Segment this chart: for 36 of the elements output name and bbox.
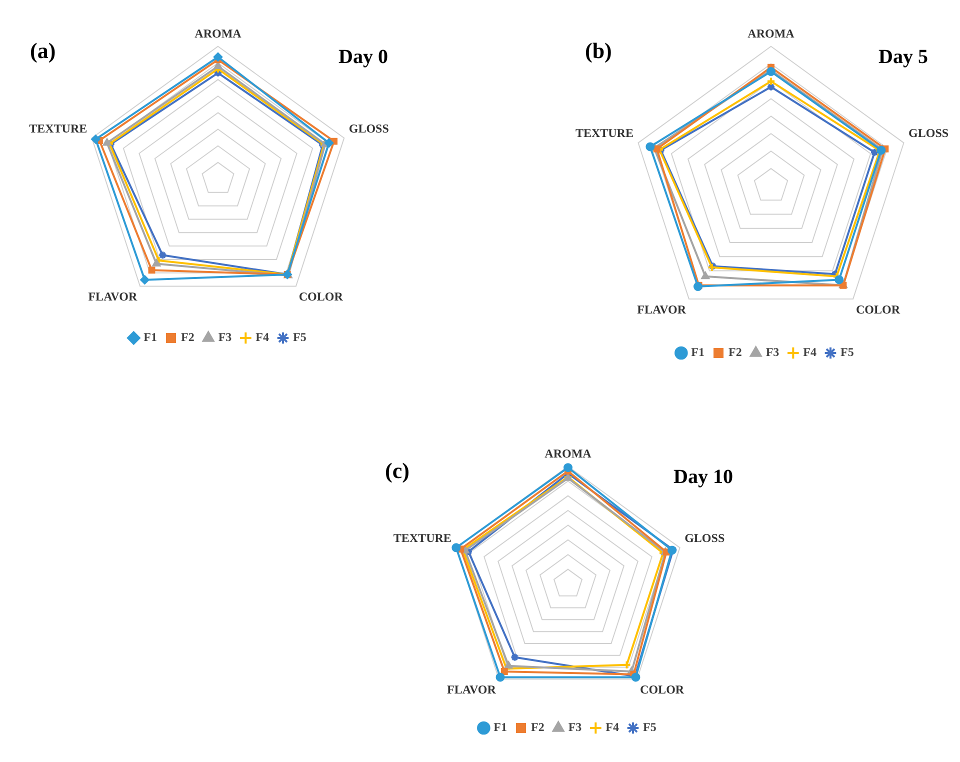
text: (b) — [585, 38, 612, 64]
spoke-label: COLOR — [298, 290, 344, 304]
legend-label: F5 — [642, 720, 656, 734]
spoke-label: GLOSS — [348, 121, 390, 136]
legend-label: F1 — [494, 720, 508, 734]
text: Day 0 — [338, 46, 388, 69]
legend-label: F4 — [803, 345, 817, 360]
spoke-label: FLAVOR — [88, 290, 138, 304]
spoke-label: GLOSS — [908, 126, 949, 140]
legend-label: F3 — [218, 330, 232, 344]
legend-label: F2 — [728, 345, 742, 360]
legend-label: F1 — [144, 330, 158, 344]
legend-label: F2 — [181, 330, 194, 344]
legend-label: F1 — [691, 345, 705, 360]
spoke-label: COLOR — [640, 682, 684, 696]
spoke-label: FLAVOR — [447, 682, 496, 696]
legend-label: F4 — [606, 720, 620, 734]
spoke-label: AROMA — [194, 26, 242, 40]
spoke-label: AROMA — [748, 26, 795, 40]
legend-label: F5 — [292, 330, 306, 344]
text: Day 10 — [674, 466, 733, 489]
spoke-label: FLAVOR — [637, 302, 686, 316]
spoke-label: TEXTURE — [393, 531, 452, 546]
legend-label: F3 — [568, 720, 582, 734]
spoke-label: TEXTURE — [575, 126, 634, 140]
legend-label: F3 — [766, 345, 780, 360]
spoke-label: GLOSS — [684, 531, 725, 546]
text: (c) — [385, 458, 410, 484]
text: Day 5 — [878, 46, 928, 69]
legend-label: F2 — [531, 720, 544, 734]
text: (a) — [30, 38, 56, 64]
spoke-label: TEXTURE — [29, 121, 88, 136]
spoke-label: COLOR — [856, 302, 900, 316]
legend-label: F4 — [256, 330, 270, 344]
legend-label: F5 — [840, 345, 854, 360]
spoke-label: AROMA — [544, 446, 592, 460]
